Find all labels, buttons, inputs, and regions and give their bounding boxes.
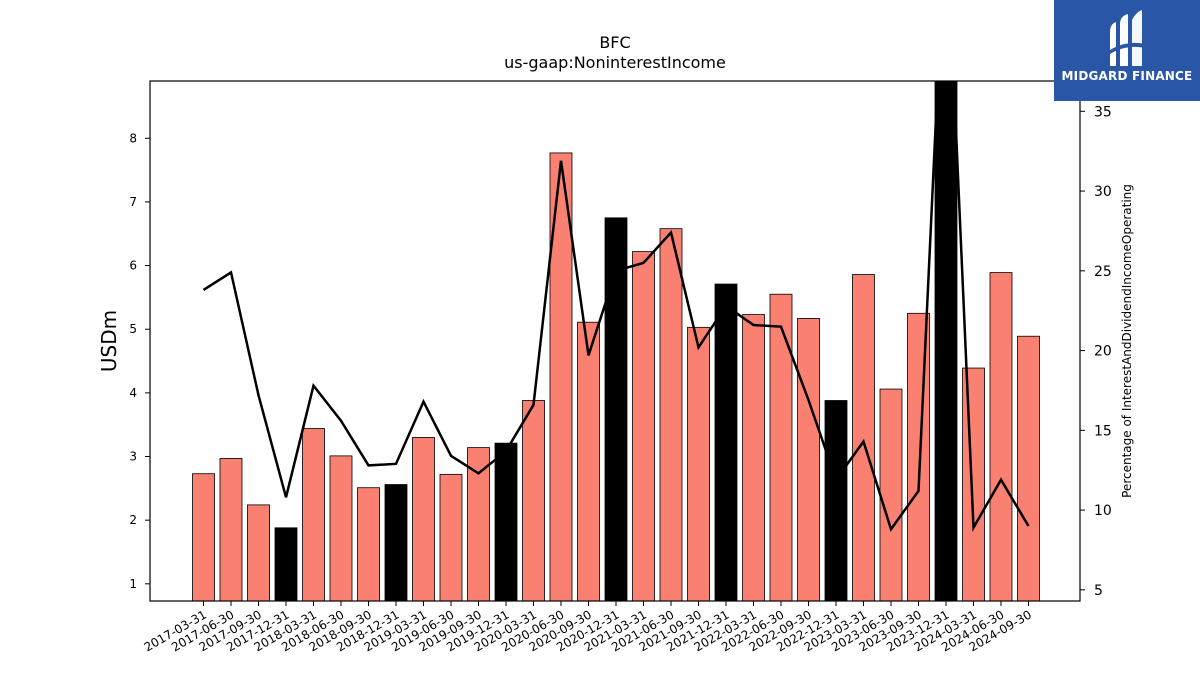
y-tick-label-left: 6 (129, 259, 137, 273)
y-tick-label-left: 1 (129, 577, 137, 591)
bar-2020-09-30 (577, 321, 600, 601)
bar-2022-03-31 (742, 314, 765, 601)
bar-2018-12-31 (384, 484, 408, 601)
bar-2023-12-31 (934, 81, 958, 601)
bar-2022-06-30 (769, 293, 793, 601)
bar-2023-06-30 (879, 388, 903, 601)
line-path (202, 81, 1030, 532)
y-tick-label-right: 20 (1094, 344, 1112, 360)
bar-2017-06-30 (219, 458, 243, 601)
y-tick-label-right: 5 (1094, 583, 1103, 599)
bar-series (192, 81, 1040, 601)
logo-brand-text: MIDGARD FINANCE (1061, 69, 1193, 83)
y-tick-label-left: 2 (129, 513, 137, 527)
y-tick-label-right: 30 (1094, 184, 1112, 200)
chart-subtitle: us-gaap:NoninterestIncome (504, 53, 726, 72)
logo-mark-icon (1110, 10, 1146, 66)
axes (149, 80, 1081, 602)
y-tick-label-left: 7 (129, 195, 137, 209)
y-tick-label-right: 25 (1094, 264, 1112, 280)
bar-2020-03-31 (522, 400, 545, 601)
y-axis-label-left: USDm (97, 310, 121, 372)
y-axis-label-right: Percentage of InterestAndDividendIncomeO… (1120, 184, 1134, 498)
bar-2018-03-31 (302, 428, 325, 601)
bar-2021-09-30 (687, 326, 710, 601)
bar-2017-03-31 (192, 473, 215, 601)
bar-2024-06-30 (989, 272, 1013, 601)
bar-2022-12-31 (824, 400, 848, 601)
bar-2019-12-31 (494, 442, 518, 601)
chart-title: BFC (599, 33, 630, 52)
y-tick-label-right: 15 (1094, 423, 1112, 439)
bar-2023-03-31 (852, 274, 875, 601)
bar-2017-09-30 (247, 504, 270, 601)
bar-2018-09-30 (357, 487, 380, 601)
bar-2021-06-30 (659, 228, 683, 601)
bar-2021-03-31 (632, 251, 655, 601)
y-tick-label-left: 5 (129, 322, 137, 336)
bar-2024-03-31 (962, 367, 985, 601)
line-series (202, 81, 1030, 532)
bar-2022-09-30 (797, 318, 820, 601)
y-tick-label-left: 3 (129, 450, 137, 464)
plot-frame (149, 80, 1081, 602)
y-tick-label-left: 4 (129, 386, 137, 400)
bar-2024-09-30 (1017, 335, 1040, 601)
bar-2021-12-31 (714, 283, 738, 601)
bar-2020-12-31 (604, 217, 628, 601)
bar-2017-12-31 (274, 527, 298, 601)
y-tick-label-left: 8 (129, 131, 137, 145)
bar-2019-06-30 (439, 473, 463, 601)
y-tick-label-right: 35 (1094, 104, 1112, 120)
bar-2023-09-30 (907, 312, 930, 601)
bar-2019-09-30 (467, 447, 490, 601)
bar-2019-03-31 (412, 437, 435, 601)
y-tick-label-right: 10 (1094, 503, 1112, 519)
midgard-finance-logo: MIDGARD FINANCE (1054, 0, 1200, 101)
bar-2018-06-30 (329, 455, 353, 601)
